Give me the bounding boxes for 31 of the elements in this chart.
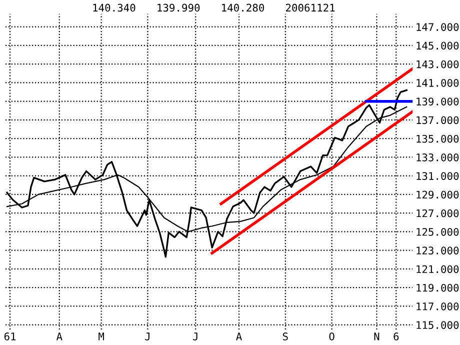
y-tick-label: 137.000 [416, 116, 459, 124]
text: 139.990 [158, 4, 200, 12]
x-tick-label: M [98, 332, 104, 340]
y-tick-label: 119.000 [416, 284, 459, 292]
x-tick-label: J [145, 332, 150, 340]
y-tick-label: 131.000 [416, 172, 459, 180]
y-tick-label: 129.000 [416, 190, 459, 199]
y-tick-label: 133.000 [416, 153, 459, 162]
y-tick-label: 115.000 [416, 321, 459, 329]
x-tick-label: O [329, 332, 334, 340]
x-tick-label: J [193, 332, 198, 340]
x-tick-label: A [56, 332, 62, 340]
y-tick-label: 121.000 [416, 265, 459, 274]
x-tick-label: 61 [4, 332, 16, 340]
text: 140.340 [93, 4, 136, 12]
text: 20061121 [286, 4, 335, 12]
y-tick-label: 135.000 [416, 134, 459, 143]
x-tick-label: S [282, 332, 288, 340]
x-tick-label: N [374, 332, 380, 340]
y-tick-label: 147.000 [416, 23, 459, 31]
x-tick-label: 6 [394, 332, 399, 340]
text: 140.280 [222, 4, 264, 12]
y-tick-label: 139.000 [416, 98, 459, 106]
y-tick-label: 141.000 [416, 78, 459, 87]
y-tick-label: 117.000 [416, 302, 459, 310]
y-tick-label: 143.000 [416, 60, 459, 68]
x-tick-label: A [236, 332, 242, 340]
y-tick-label: 145.000 [416, 42, 459, 50]
y-tick-label: 125.000 [416, 228, 459, 236]
y-tick-label: 123.000 [416, 246, 459, 254]
y-tick-label: 127.000 [416, 209, 459, 218]
